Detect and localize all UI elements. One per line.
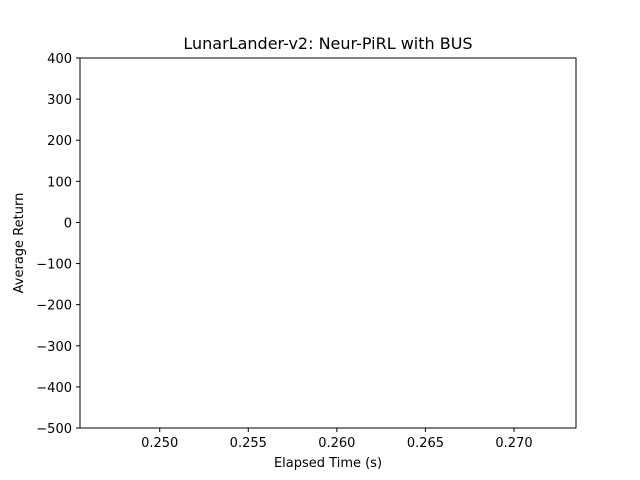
x-axis-label: Elapsed Time (s) xyxy=(274,456,382,471)
y-tick-label: 300 xyxy=(47,93,72,108)
y-axis-label: Average Return xyxy=(12,193,27,294)
x-tick-label: 0.270 xyxy=(495,436,532,451)
y-tick-label: 400 xyxy=(47,52,72,67)
x-axis: 0.250 0.255 0.260 0.265 0.270 xyxy=(141,428,533,451)
x-tick-label: 0.250 xyxy=(141,436,178,451)
y-tick-label: −300 xyxy=(36,340,72,355)
x-tick-label: 0.260 xyxy=(318,436,355,451)
y-tick-label: −400 xyxy=(36,381,72,396)
y-tick-label: 200 xyxy=(47,134,72,149)
y-tick-label: 0 xyxy=(64,216,72,231)
plot-frame xyxy=(79,57,577,429)
x-tick-label: 0.255 xyxy=(230,436,267,451)
y-tick-label: −200 xyxy=(36,299,72,314)
x-tick-label: 0.265 xyxy=(407,436,444,451)
y-tick-label: −100 xyxy=(36,258,72,273)
y-tick-label: −500 xyxy=(36,422,72,437)
plot-area xyxy=(80,58,576,428)
chart-title: LunarLander-v2: Neur-PiRL with BUS xyxy=(183,34,472,53)
y-tick-label: 100 xyxy=(47,175,72,190)
y-axis: 400 300 200 100 0 −100 −200 −300 −400 −500 xyxy=(36,52,80,437)
